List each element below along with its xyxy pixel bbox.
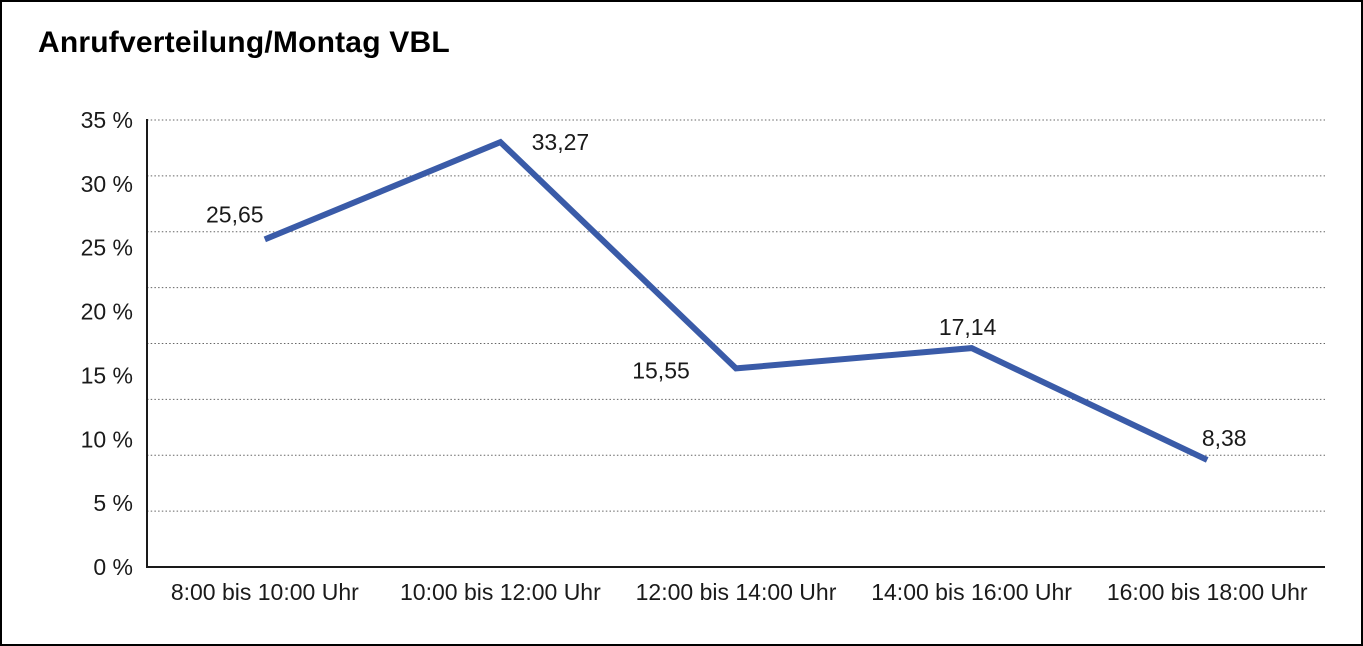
x-axis-category-label: 16:00 bis 18:00 Uhr <box>1107 579 1308 605</box>
data-point-label: 33,27 <box>532 129 590 155</box>
y-axis-tick-label: 5 % <box>93 490 133 516</box>
y-axis-tick-label: 0 % <box>93 554 133 580</box>
y-axis-tick-label: 10 % <box>81 426 133 452</box>
y-axis-tick-label: 20 % <box>81 299 133 325</box>
x-axis-category-label: 12:00 bis 14:00 Uhr <box>636 579 837 605</box>
data-point-label: 8,38 <box>1202 425 1247 451</box>
x-axis-category-label: 10:00 bis 12:00 Uhr <box>400 579 601 605</box>
series-line <box>263 138 1209 463</box>
y-axis-tick-label: 35 % <box>81 107 133 133</box>
data-point-label: 25,65 <box>206 201 264 227</box>
y-axis-tick-label: 15 % <box>81 362 133 388</box>
x-axis-category-label: 8:00 bis 10:00 Uhr <box>171 579 359 605</box>
data-point-label: 15,55 <box>632 357 690 383</box>
chart-title: Anrufverteilung/Montag VBL <box>38 26 450 59</box>
y-axis-tick-label: 25 % <box>81 235 133 261</box>
x-axis-category-label: 14:00 bis 16:00 Uhr <box>871 579 1072 605</box>
y-axis-tick-label: 30 % <box>81 171 133 197</box>
data-point-label: 17,14 <box>939 314 997 340</box>
